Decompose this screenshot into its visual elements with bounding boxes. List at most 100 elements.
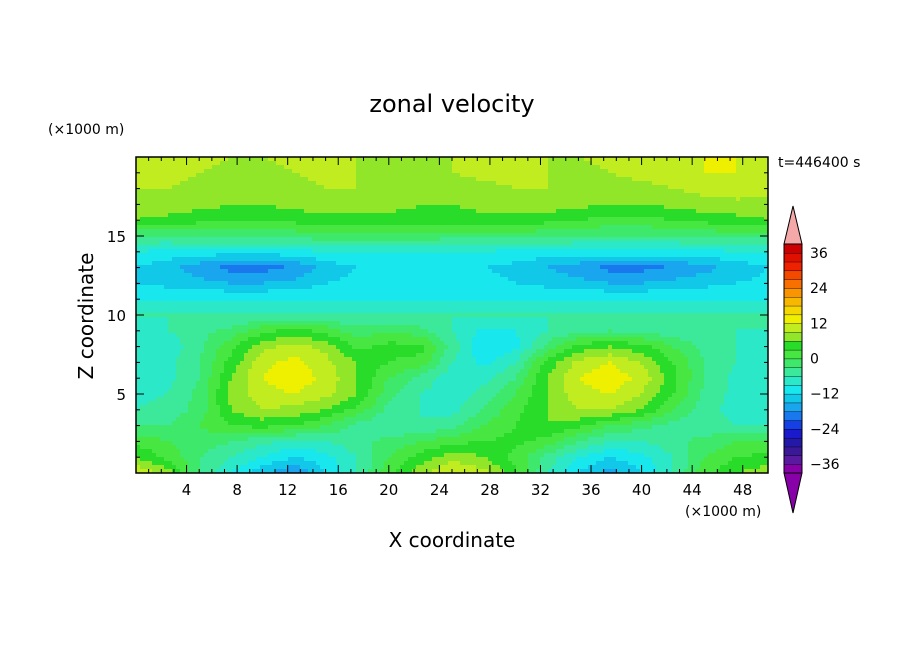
heatmap-cell <box>532 245 537 250</box>
heatmap-cell <box>332 233 337 238</box>
heatmap-cell <box>404 197 409 202</box>
heatmap-cell <box>356 181 361 186</box>
heatmap-cell <box>172 209 177 214</box>
heatmap-cell <box>372 233 377 238</box>
heatmap-cell <box>376 169 381 174</box>
heatmap-cell <box>212 173 217 178</box>
heatmap-cell <box>348 233 353 238</box>
heatmap-cell <box>228 277 233 282</box>
heatmap-cell <box>708 193 713 198</box>
heatmap-cell <box>384 261 389 266</box>
heatmap-cell <box>340 245 345 250</box>
heatmap-cell <box>460 237 465 242</box>
heatmap-cell <box>744 177 749 182</box>
heatmap-cell <box>532 265 537 270</box>
heatmap-cell <box>432 265 437 270</box>
heatmap-cell <box>380 165 385 170</box>
heatmap-cell <box>488 273 493 278</box>
heatmap-cell <box>312 161 317 166</box>
heatmap-cell <box>412 173 417 178</box>
heatmap-cell <box>476 245 481 250</box>
heatmap-cell <box>384 245 389 250</box>
heatmap-cell <box>300 185 305 190</box>
heatmap-cell <box>368 201 373 206</box>
heatmap-cell <box>256 225 261 230</box>
heatmap-cell <box>352 233 357 238</box>
heatmap-cell <box>712 185 717 190</box>
heatmap-cell <box>756 225 761 230</box>
heatmap-cell <box>292 169 297 174</box>
heatmap-cell <box>252 281 257 286</box>
heatmap-cell <box>736 201 741 206</box>
heatmap-cell <box>348 193 353 198</box>
heatmap-cell <box>484 281 489 286</box>
heatmap-cell <box>628 165 633 170</box>
heatmap-cell <box>344 157 349 162</box>
heatmap-cell <box>612 257 617 262</box>
heatmap-cell <box>328 277 333 282</box>
heatmap-cell <box>228 265 233 270</box>
heatmap-cell <box>516 197 521 202</box>
heatmap-cell <box>476 253 481 258</box>
heatmap-cell <box>136 157 141 162</box>
heatmap-cell <box>440 217 445 222</box>
heatmap-cell <box>384 273 389 278</box>
heatmap-cell <box>320 185 325 190</box>
heatmap-cell <box>588 193 593 198</box>
heatmap-cell <box>552 253 557 258</box>
heatmap-cell <box>384 281 389 286</box>
heatmap-cell <box>156 169 161 174</box>
heatmap-cell <box>408 217 413 222</box>
heatmap-cell <box>404 189 409 194</box>
heatmap-cell <box>416 273 421 278</box>
heatmap-cell <box>224 273 229 278</box>
heatmap-cell <box>740 221 745 226</box>
heatmap-cell <box>336 233 341 238</box>
heatmap-cell <box>600 237 605 242</box>
heatmap-cell <box>168 161 173 166</box>
heatmap-cell <box>140 161 145 166</box>
heatmap-cell <box>428 277 433 282</box>
heatmap-cell <box>188 177 193 182</box>
heatmap-cell <box>236 181 241 186</box>
heatmap-cell <box>460 221 465 226</box>
heatmap-cell <box>612 253 617 258</box>
heatmap-cell <box>276 181 281 186</box>
heatmap-cell <box>540 265 545 270</box>
heatmap-cell <box>416 209 421 214</box>
heatmap-cell <box>408 209 413 214</box>
heatmap-cell <box>476 161 481 166</box>
heatmap-cell <box>628 237 633 242</box>
heatmap-cell <box>384 205 389 210</box>
heatmap-cell <box>432 217 437 222</box>
heatmap-cell <box>188 245 193 250</box>
heatmap-cell <box>268 157 273 162</box>
heatmap-cell <box>544 225 549 230</box>
heatmap-cell <box>440 213 445 218</box>
heatmap-cell <box>396 161 401 166</box>
heatmap-cell <box>552 217 557 222</box>
heatmap-cell <box>544 157 549 162</box>
heatmap-cell <box>268 177 273 182</box>
heatmap-cell <box>600 173 605 178</box>
heatmap-cell <box>288 169 293 174</box>
heatmap-cell <box>364 181 369 186</box>
heatmap-cell <box>236 209 241 214</box>
heatmap-cell <box>140 193 145 198</box>
heatmap-cell <box>444 237 449 242</box>
heatmap-cell <box>220 193 225 198</box>
heatmap-cell <box>420 245 425 250</box>
heatmap-cell <box>368 261 373 266</box>
heatmap-cell <box>392 169 397 174</box>
heatmap-cell <box>604 225 609 230</box>
heatmap-cell <box>484 213 489 218</box>
heatmap-cell <box>172 277 177 282</box>
heatmap-cell <box>696 173 701 178</box>
heatmap-cell <box>556 217 561 222</box>
heatmap-cell <box>748 261 753 266</box>
heatmap-cell <box>364 281 369 286</box>
heatmap-cell <box>212 277 217 282</box>
heatmap-cell <box>136 237 141 242</box>
heatmap-cell <box>756 229 761 234</box>
heatmap-cell <box>264 229 269 234</box>
